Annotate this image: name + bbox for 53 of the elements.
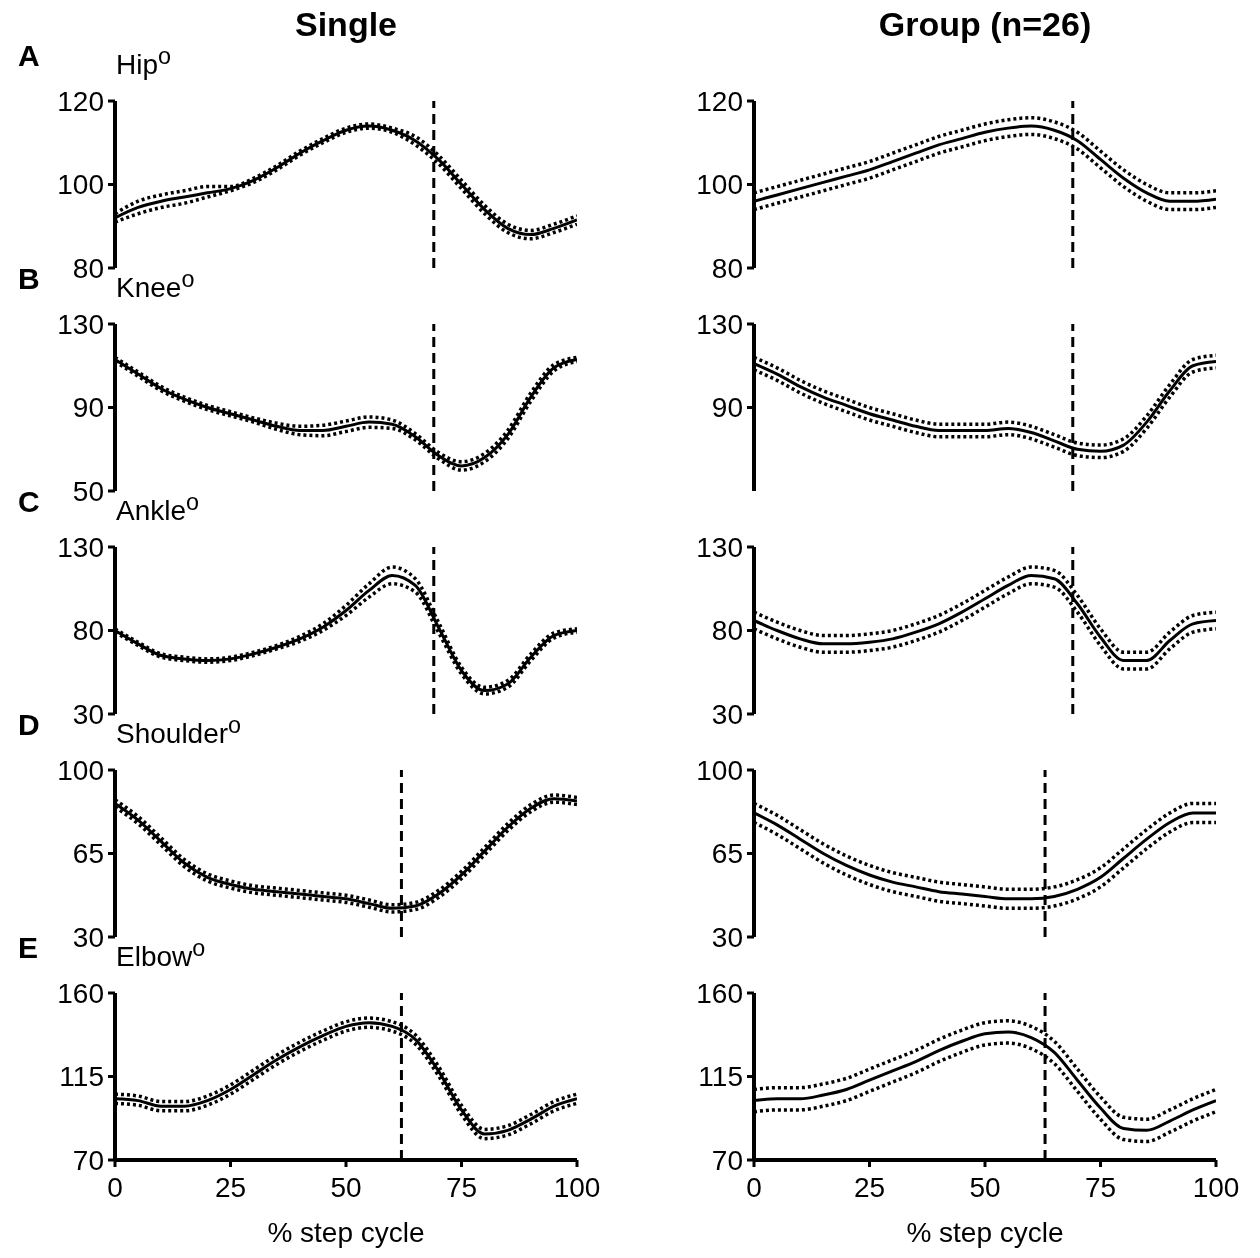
y-tick-label: 130: [57, 308, 104, 340]
y-tick-label: 65: [711, 838, 743, 870]
y-tick-label: 80: [72, 615, 104, 647]
y-tick-label: 100: [57, 754, 104, 786]
x-tick-label: 0: [107, 1171, 123, 1203]
y-tick-label: 115: [698, 1061, 743, 1093]
y-tick-label: 70: [711, 1144, 743, 1176]
text: D: [18, 708, 40, 742]
y-tick-label: 100: [696, 169, 743, 201]
y-tick-label: 120: [696, 85, 743, 117]
x-tick-label: 100: [1192, 1171, 1240, 1203]
x-tick-label: 25: [853, 1171, 886, 1203]
y-axis-title: Ankle$^{o}$: [116, 489, 200, 528]
x-axis-title: % step cycle: [267, 1217, 425, 1248]
x-tick-label: 75: [1084, 1171, 1117, 1203]
y-tick-label: 30: [72, 698, 104, 730]
text: C: [18, 485, 40, 519]
x-axis-title: % step cycle: [906, 1217, 1064, 1248]
chart-title: Group (n=26): [877, 5, 1093, 44]
x-tick-label: 50: [969, 1171, 1001, 1203]
x-tick-label: 100: [553, 1171, 601, 1203]
x-tick-label: 0: [746, 1171, 762, 1203]
text: A: [18, 39, 40, 73]
x-tick-label: 50: [330, 1171, 362, 1203]
y-axis-title: Shoulder$^{o}$: [116, 712, 242, 751]
y-tick-label: 65: [72, 838, 104, 870]
y-axis-title: Hip$^{o}$: [116, 43, 171, 82]
x-tick-label: 75: [445, 1171, 478, 1203]
y-tick-label: 80: [711, 252, 743, 284]
text: E: [18, 931, 39, 965]
y-tick-label: 30: [711, 921, 743, 953]
y-tick-label: 30: [711, 698, 743, 730]
y-tick-label: 115: [59, 1061, 104, 1093]
y-tick-label: 130: [696, 308, 743, 340]
y-tick-label: 30: [72, 921, 104, 953]
y-tick-label: 130: [57, 531, 104, 563]
y-tick-label: 120: [57, 85, 104, 117]
y-tick-label: 90: [711, 392, 743, 424]
y-tick-label: 50: [72, 475, 104, 507]
text: B: [18, 262, 40, 296]
chart-title: Single: [294, 5, 398, 44]
y-tick-label: 70: [72, 1144, 104, 1176]
y-tick-label: 160: [696, 977, 743, 1009]
y-tick-label: 90: [72, 392, 104, 424]
x-tick-label: 25: [214, 1171, 247, 1203]
y-axis-title: Knee$^{o}$: [116, 266, 195, 305]
y-tick-label: 100: [57, 169, 104, 201]
y-tick-label: 80: [72, 252, 104, 284]
y-tick-label: 130: [696, 531, 743, 563]
y-tick-label: 80: [711, 615, 743, 647]
y-axis-title: Elbow$^{o}$: [116, 935, 206, 974]
y-tick-label: 160: [57, 977, 104, 1009]
y-tick-label: 100: [696, 754, 743, 786]
